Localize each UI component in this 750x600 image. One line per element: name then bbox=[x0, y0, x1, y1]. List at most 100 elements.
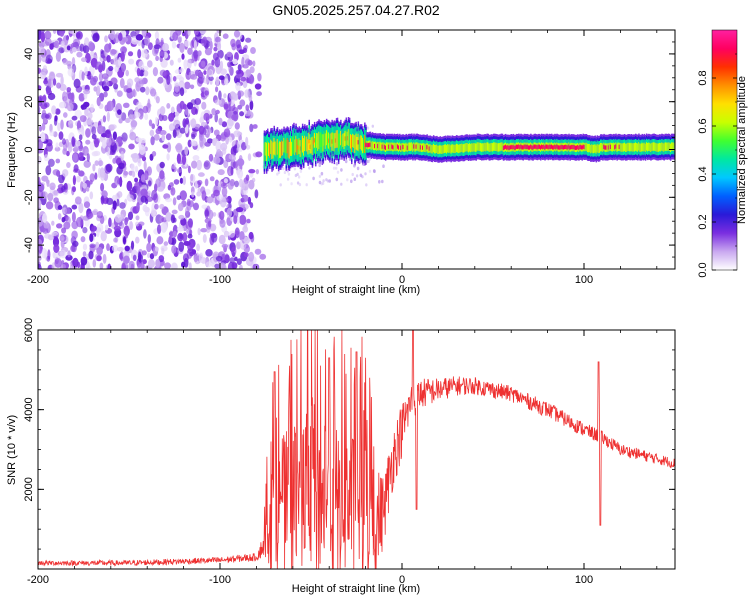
spectrogram-signal-cell bbox=[443, 144, 446, 153]
spectrogram-noise-cell bbox=[78, 93, 85, 102]
spectrogram-noise-cell bbox=[78, 152, 84, 161]
spectrogram-noise-cell bbox=[87, 70, 92, 80]
spectrogram-signal-cell bbox=[264, 142, 267, 156]
spectrogram-signal-cell bbox=[631, 143, 634, 152]
spectrogram-signal-cell bbox=[349, 134, 352, 149]
spectrogram-signal-cell bbox=[387, 142, 389, 151]
spectrogram-signal-cell bbox=[487, 142, 489, 151]
spectrogram-noise-cell bbox=[137, 158, 142, 167]
spectrogram-signal-cell bbox=[638, 142, 640, 151]
spectrogram-noise-cell bbox=[148, 119, 153, 127]
spectrogram-noise-cell bbox=[79, 115, 87, 123]
spectrogram-signal-cell bbox=[301, 135, 304, 153]
spectrogram-peak-cell bbox=[582, 144, 584, 149]
spectrogram-noise-cell bbox=[59, 83, 67, 91]
spectrogram-noise-cell bbox=[64, 207, 71, 215]
x-tick-label: 0 bbox=[399, 274, 405, 286]
spectrogram-noise-cell bbox=[184, 40, 191, 47]
spectrogram-noise-cell bbox=[215, 255, 223, 262]
spectrogram-noise-cell bbox=[62, 59, 69, 65]
spectrogram-noise-cell bbox=[183, 59, 188, 70]
spectrogram-noise-cell bbox=[55, 158, 61, 164]
spectrogram-peak-cell bbox=[605, 145, 607, 150]
spectrogram-signal-cell bbox=[455, 143, 458, 153]
chart-title: GN05.2025.257.04.27.R02 bbox=[272, 2, 440, 18]
spectrogram-noise-cell bbox=[147, 234, 151, 244]
spectrogram-peak-cell bbox=[531, 145, 533, 150]
colorbar-tick-label: 0.4 bbox=[697, 166, 709, 181]
spectrogram-signal-cell bbox=[467, 143, 470, 153]
spectrogram-noise-cell bbox=[102, 253, 107, 264]
spectrogram-noise-cell bbox=[59, 235, 65, 241]
spectrogram-signal-cell bbox=[432, 143, 435, 153]
spectrogram-noise-cell bbox=[49, 130, 55, 137]
spectrogram-noise-cell bbox=[66, 162, 71, 168]
spectrogram-noise-cell bbox=[196, 159, 202, 171]
spectrogram-signal-cell bbox=[439, 144, 441, 154]
spectrogram-peak-cell bbox=[369, 142, 371, 147]
spectrogram-peak-cell bbox=[381, 144, 383, 149]
spectrogram-peak-cell bbox=[532, 145, 534, 150]
spectrogram-signal-cell bbox=[380, 142, 382, 152]
spectrogram-noise-cell bbox=[344, 159, 348, 164]
spectrogram-peak-cell bbox=[391, 144, 393, 149]
spectrogram-signal-cell bbox=[637, 143, 639, 152]
spectrogram-noise-cell bbox=[42, 213, 48, 223]
spectrogram-signal-cell bbox=[584, 142, 587, 152]
spectrogram-noise-cell bbox=[38, 156, 42, 164]
spectrogram-peak-cell bbox=[574, 145, 577, 150]
spectrogram-peak-cell bbox=[572, 144, 574, 150]
spectrogram-noise-cell bbox=[94, 172, 98, 180]
spectrogram-noise-cell bbox=[190, 139, 197, 146]
spectrogram-signal-cell bbox=[330, 133, 332, 147]
spectrogram-noise-cell bbox=[124, 245, 130, 252]
spectrogram-noise-cell bbox=[138, 254, 144, 263]
spectrogram-noise-cell bbox=[144, 36, 150, 47]
spectrogram-noise-cell bbox=[283, 170, 287, 175]
spectrogram-noise-cell bbox=[178, 241, 185, 252]
spectrogram-noise-cell bbox=[213, 129, 220, 136]
spectrogram-noise-cell bbox=[80, 256, 88, 266]
spectrogram-noise-cell bbox=[45, 114, 50, 119]
spectrogram-signal-cell bbox=[438, 145, 440, 154]
spectrogram-noise-cell bbox=[85, 128, 91, 138]
spectrogram-signal-cell bbox=[588, 143, 590, 153]
spectrogram-signal-cell bbox=[408, 142, 411, 151]
spectrogram-peak-cell bbox=[415, 144, 417, 149]
spectrogram-noise-cell bbox=[245, 69, 252, 78]
spectrogram-peak-cell bbox=[511, 145, 513, 150]
spectrogram-noise-cell bbox=[85, 52, 91, 64]
spectrogram-noise-cell bbox=[257, 72, 262, 82]
spectrogram-noise-cell bbox=[155, 128, 161, 135]
spectrogram-noise-cell bbox=[76, 216, 84, 228]
spectrogram-signal-cell bbox=[657, 143, 660, 152]
spectrogram-signal-cell bbox=[354, 135, 356, 153]
y-tick-label: 6000 bbox=[23, 318, 35, 342]
spectrogram-signal-cell bbox=[498, 143, 500, 152]
spectrogram-noise-cell bbox=[198, 172, 205, 177]
spectrogram-noise-cell bbox=[214, 99, 222, 105]
spectrogram-noise-cell bbox=[214, 112, 218, 123]
spectrogram-signal-cell bbox=[272, 142, 274, 159]
spectrogram-signal-cell bbox=[463, 144, 465, 153]
spectrogram-noise-cell bbox=[106, 243, 110, 252]
spectrogram-noise-cell bbox=[143, 70, 149, 77]
spectrogram-noise-cell bbox=[52, 30, 57, 34]
spectrogram-noise-cell bbox=[173, 119, 181, 128]
spectrogram-noise-cell bbox=[201, 101, 207, 110]
spectrogram-noise-cell bbox=[49, 182, 56, 191]
spectrogram-signal-cell bbox=[459, 144, 461, 153]
spectrogram-signal-cell bbox=[602, 143, 604, 152]
spectrogram-noise-cell bbox=[233, 130, 241, 138]
spectrogram-noise-cell bbox=[106, 100, 114, 112]
spectrogram-noise-cell bbox=[186, 102, 194, 110]
spectrogram-noise-cell bbox=[117, 109, 122, 115]
spectrogram-signal-cell bbox=[475, 143, 477, 152]
spectrogram-noise-cell bbox=[120, 151, 125, 162]
spectrogram-noise-cell bbox=[81, 57, 87, 63]
spectrogram-signal-cell bbox=[363, 139, 365, 153]
spectrogram-peak-cell bbox=[313, 138, 316, 143]
spectrogram-noise-cell bbox=[38, 67, 41, 74]
spectrogram-noise-cell bbox=[182, 103, 187, 110]
spectrogram-noise-cell bbox=[176, 226, 184, 232]
